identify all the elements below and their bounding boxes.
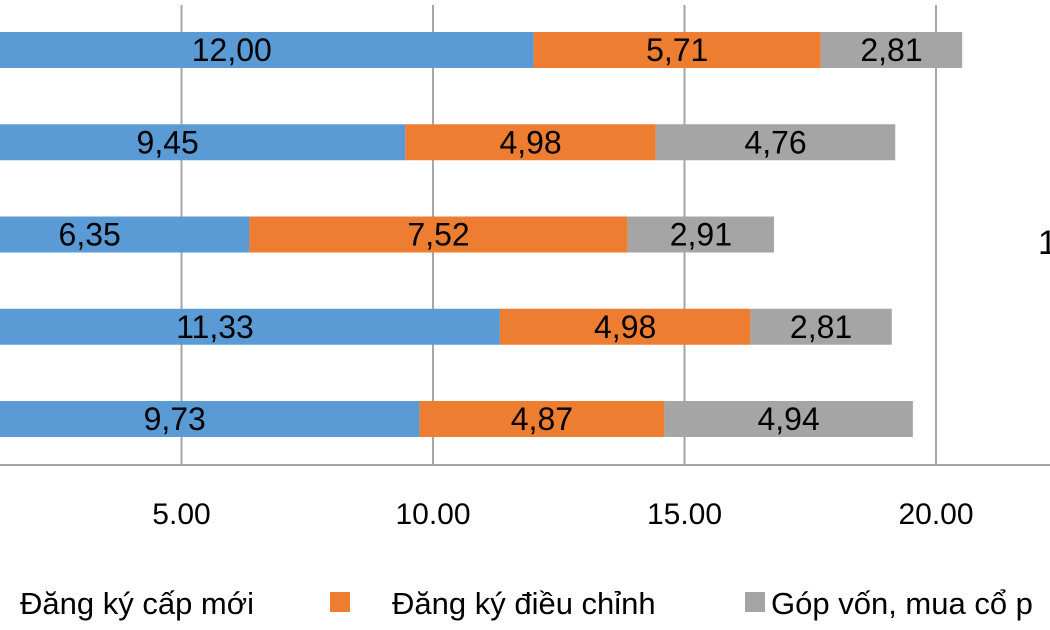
bar-segment — [405, 124, 656, 161]
data-labels: 12,00 5,71 2,81 9,45 4,98 4,76 6,35 7,52 2,91 11,… — [59, 32, 923, 437]
bar-segment — [0, 216, 250, 253]
annotations: 1 — [1038, 224, 1050, 262]
x-tick-label: 20.00 — [898, 498, 973, 531]
bar-segment — [664, 401, 913, 437]
bar-segment — [499, 308, 751, 345]
data-label: 4,87 — [511, 401, 573, 437]
bar-segment — [820, 32, 963, 68]
legend-label: Đăng ký cấp mới — [20, 586, 254, 621]
bar-segment — [0, 308, 500, 345]
data-label: 4,76 — [744, 124, 806, 160]
data-label: 2,81 — [790, 309, 852, 345]
data-label: 6,35 — [59, 217, 121, 253]
x-tick-label: 15.00 — [647, 498, 722, 531]
x-tick-label: 10.00 — [395, 498, 470, 531]
legend-item: Góp vốn, mua cổ p — [745, 586, 1033, 621]
bar-segment — [419, 401, 665, 437]
data-label: 4,98 — [594, 309, 656, 345]
bar-segment — [0, 124, 406, 161]
x-axis: 5.00 10.00 15.00 20.00 — [0, 464, 1050, 531]
data-label: 7,52 — [407, 217, 469, 253]
data-label: 5,71 — [646, 32, 708, 68]
data-label: 9,73 — [144, 401, 206, 437]
data-label: 2,91 — [670, 217, 732, 253]
bars — [0, 32, 963, 437]
legend-label: Góp vốn, mua cổ p — [771, 586, 1033, 621]
data-label: 11,33 — [176, 309, 254, 345]
data-label: 2,81 — [860, 32, 922, 68]
legend-label: Đăng ký điều chỉnh — [392, 586, 656, 621]
bar-segment — [0, 32, 534, 68]
bar-segment — [533, 32, 821, 68]
data-label: 12,00 — [192, 32, 272, 68]
x-tick-label: 5.00 — [152, 498, 210, 531]
data-label: 4,98 — [499, 124, 561, 160]
data-label: 9,45 — [137, 124, 199, 160]
annotation-text: 1 — [1038, 224, 1050, 262]
data-label: 4,94 — [757, 401, 819, 437]
legend: Đăng ký cấp mới Đăng ký điều chỉnh Góp vốn… — [20, 586, 1033, 621]
legend-swatch — [330, 592, 350, 612]
legend-swatch — [745, 592, 765, 612]
bar-segment — [750, 308, 892, 345]
bar-segment — [655, 124, 896, 161]
legend-item: Đăng ký cấp mới — [20, 586, 254, 621]
bar-segment — [0, 401, 420, 437]
legend-item: Đăng ký điều chỉnh — [330, 586, 656, 621]
bar-segment — [249, 216, 628, 253]
bar-segment — [627, 216, 775, 253]
